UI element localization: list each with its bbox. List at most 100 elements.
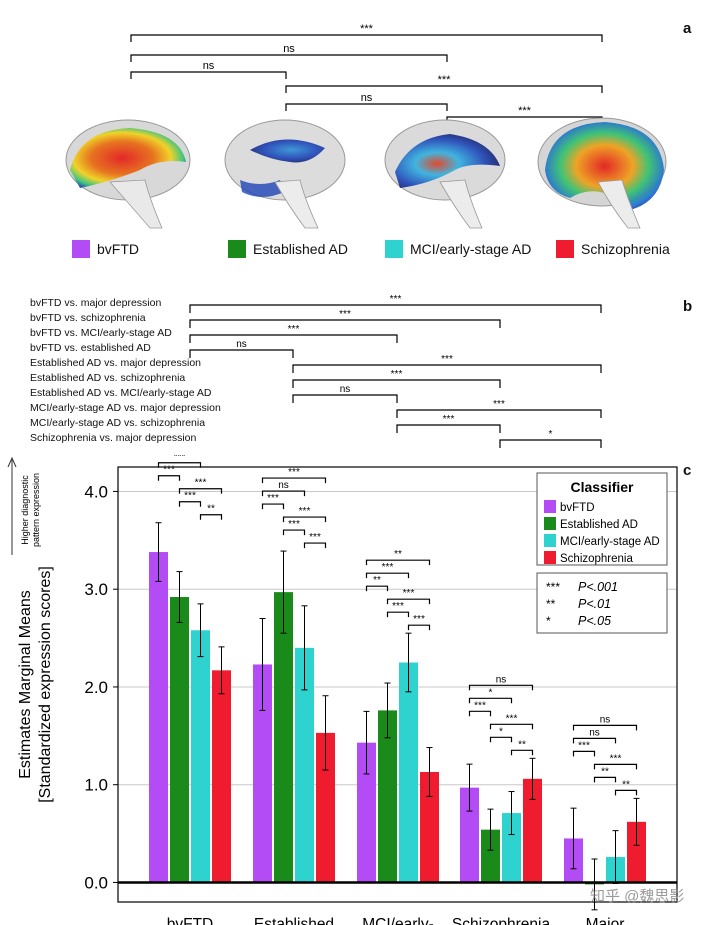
pairwise-bracket: *** (303, 532, 327, 549)
bar (316, 732, 335, 883)
pairwise-bracket-line (468, 697, 513, 704)
pairwise-bracket: * (489, 726, 513, 743)
pairwise-bracket-line (572, 737, 617, 744)
panel-c-letter: c (683, 462, 692, 479)
x-category-label-line: Major (586, 916, 625, 925)
pairwise-bracket-line (303, 542, 327, 549)
classifier-legend-label: MCI/early-stage AD (560, 536, 660, 548)
bar (357, 742, 376, 883)
pairwise-bracket-label: ns (600, 714, 611, 725)
pvalue-text: P<.001 (578, 580, 618, 594)
pairwise-bracket: *** (261, 493, 285, 510)
bar (523, 778, 542, 883)
comparison-label: Established AD vs. MCI/early-stage AD (30, 387, 212, 399)
bar (481, 829, 500, 883)
classifier-legend-swatch (544, 551, 556, 564)
panel-b-bracket-label: * (549, 429, 553, 440)
panel-b-bracket: ns (292, 384, 398, 403)
pairwise-bracket: *** (386, 588, 431, 605)
pairwise-bracket: *** (178, 491, 202, 507)
panel-a-bracket-label: ns (203, 60, 215, 72)
pairwise-bracket-line (282, 529, 306, 536)
pairwise-bracket-label: ** (518, 739, 526, 750)
pairwise-bracket-line (261, 503, 285, 510)
watermark-text: 知乎 @魏思影 (590, 888, 685, 905)
panel-b-significance-brackets: *********ns******ns******* (189, 294, 602, 448)
bar (378, 710, 397, 883)
pvalue-stars: ** (546, 597, 556, 611)
pairwise-bracket-label: * (499, 726, 503, 737)
pairwise-bracket: ** (365, 575, 389, 592)
pairwise-bracket: ns (572, 714, 638, 731)
legend-label: Schizophrenia (581, 241, 670, 257)
legend-swatch (72, 240, 90, 258)
legend-swatch (228, 240, 246, 258)
comparison-label: bvFTD vs. established AD (30, 342, 151, 354)
pairwise-bracket-label: ** (601, 766, 609, 777)
pairwise-bracket-label: *** (163, 465, 175, 476)
pvalue-stars: *** (546, 580, 560, 594)
panel-a-significance-brackets: *** ns ns *** ns *** (130, 23, 603, 120)
bar (274, 592, 293, 883)
x-category-label: bvFTD (167, 916, 214, 925)
pairwise-bracket: *** (178, 478, 223, 494)
panel-b-bracket: *** (292, 369, 501, 388)
comparison-label: MCI/early-stage AD vs. major depression (30, 402, 221, 414)
pairwise-bracket-line (407, 624, 431, 631)
classifier-legend-box (536, 472, 668, 566)
y-tick-label: 3.0 (84, 580, 108, 599)
comparison-label: bvFTD vs. MCI/early-stage AD (30, 327, 172, 339)
pairwise-bracket-line (468, 684, 534, 691)
panel-b-bracket: *** (189, 324, 398, 343)
pairwise-bracket-line (510, 749, 534, 756)
pairwise-bracket: *** (282, 506, 327, 523)
pairwise-bracket-label: *** (610, 753, 622, 764)
classifier-legend-label: Schizophrenia (560, 553, 633, 565)
panel-b-bracket-line (499, 439, 602, 448)
pairwise-bracket: *** (489, 713, 534, 730)
panel-a-bracket-label: ns (283, 43, 295, 55)
panel-b-bracket-label: ns (340, 384, 351, 395)
panel-b-bracket-line (189, 334, 398, 343)
expression-scores-bar-chart: 0.0 1.0 2.0 3.0 4.0 Estimates Marginal Means[… (7, 455, 678, 925)
brain-mci-early-ad (384, 119, 506, 229)
brain-established-ad (224, 119, 346, 229)
panel-b-bracket-label: *** (493, 399, 505, 410)
panel-b-bracket-line (292, 394, 398, 403)
side-note-arrow-head (7, 456, 17, 468)
panel-b-bracket-line (189, 304, 602, 313)
panel-a-bracket: ns (130, 43, 448, 62)
pairwise-bracket: *** (261, 467, 327, 484)
panel-a-bracket-label: ns (361, 92, 373, 104)
bar (420, 771, 439, 883)
classifier-legend-label: bvFTD (560, 502, 595, 514)
legend-label: MCI/early-stage AD (410, 241, 532, 257)
panel-b-bracket-line (396, 409, 602, 418)
panel-b-bracket-label: *** (441, 354, 453, 365)
pvalue-key: *** P<.001 ** P<.01 * P<.05 (536, 572, 668, 634)
pvalue-text: P<.05 (578, 614, 611, 628)
pairwise-bracket-line (178, 488, 223, 494)
pairwise-bracket-label: ** (207, 504, 215, 515)
y-tick-label: 1.0 (84, 776, 108, 795)
pairwise-bracket-label: *** (506, 713, 518, 724)
pairwise-bracket: ** (199, 504, 223, 520)
pairwise-bracket-label: ** (394, 549, 402, 560)
pairwise-bracket-label: *** (578, 740, 590, 751)
x-category-label-line: Schizophrenia (452, 916, 551, 925)
pairwise-bracket-line (572, 750, 596, 757)
panel-a-bracket-line (130, 34, 603, 42)
pairwise-bracket-label: ns (278, 480, 289, 491)
pairwise-bracket-label: *** (288, 519, 300, 530)
pairwise-bracket-line (178, 501, 202, 507)
panel-a-bracket-label: *** (360, 23, 374, 35)
bar (460, 787, 479, 883)
pairwise-bracket-line (489, 723, 534, 730)
pairwise-bracket: *** (407, 614, 431, 631)
pairwise-bracket-label: *** (184, 491, 196, 502)
panel-a-brain-images (65, 117, 667, 229)
pairwise-bracket-label: *** (174, 455, 186, 463)
pairwise-bracket-label: *** (309, 532, 321, 543)
bar (295, 647, 314, 883)
